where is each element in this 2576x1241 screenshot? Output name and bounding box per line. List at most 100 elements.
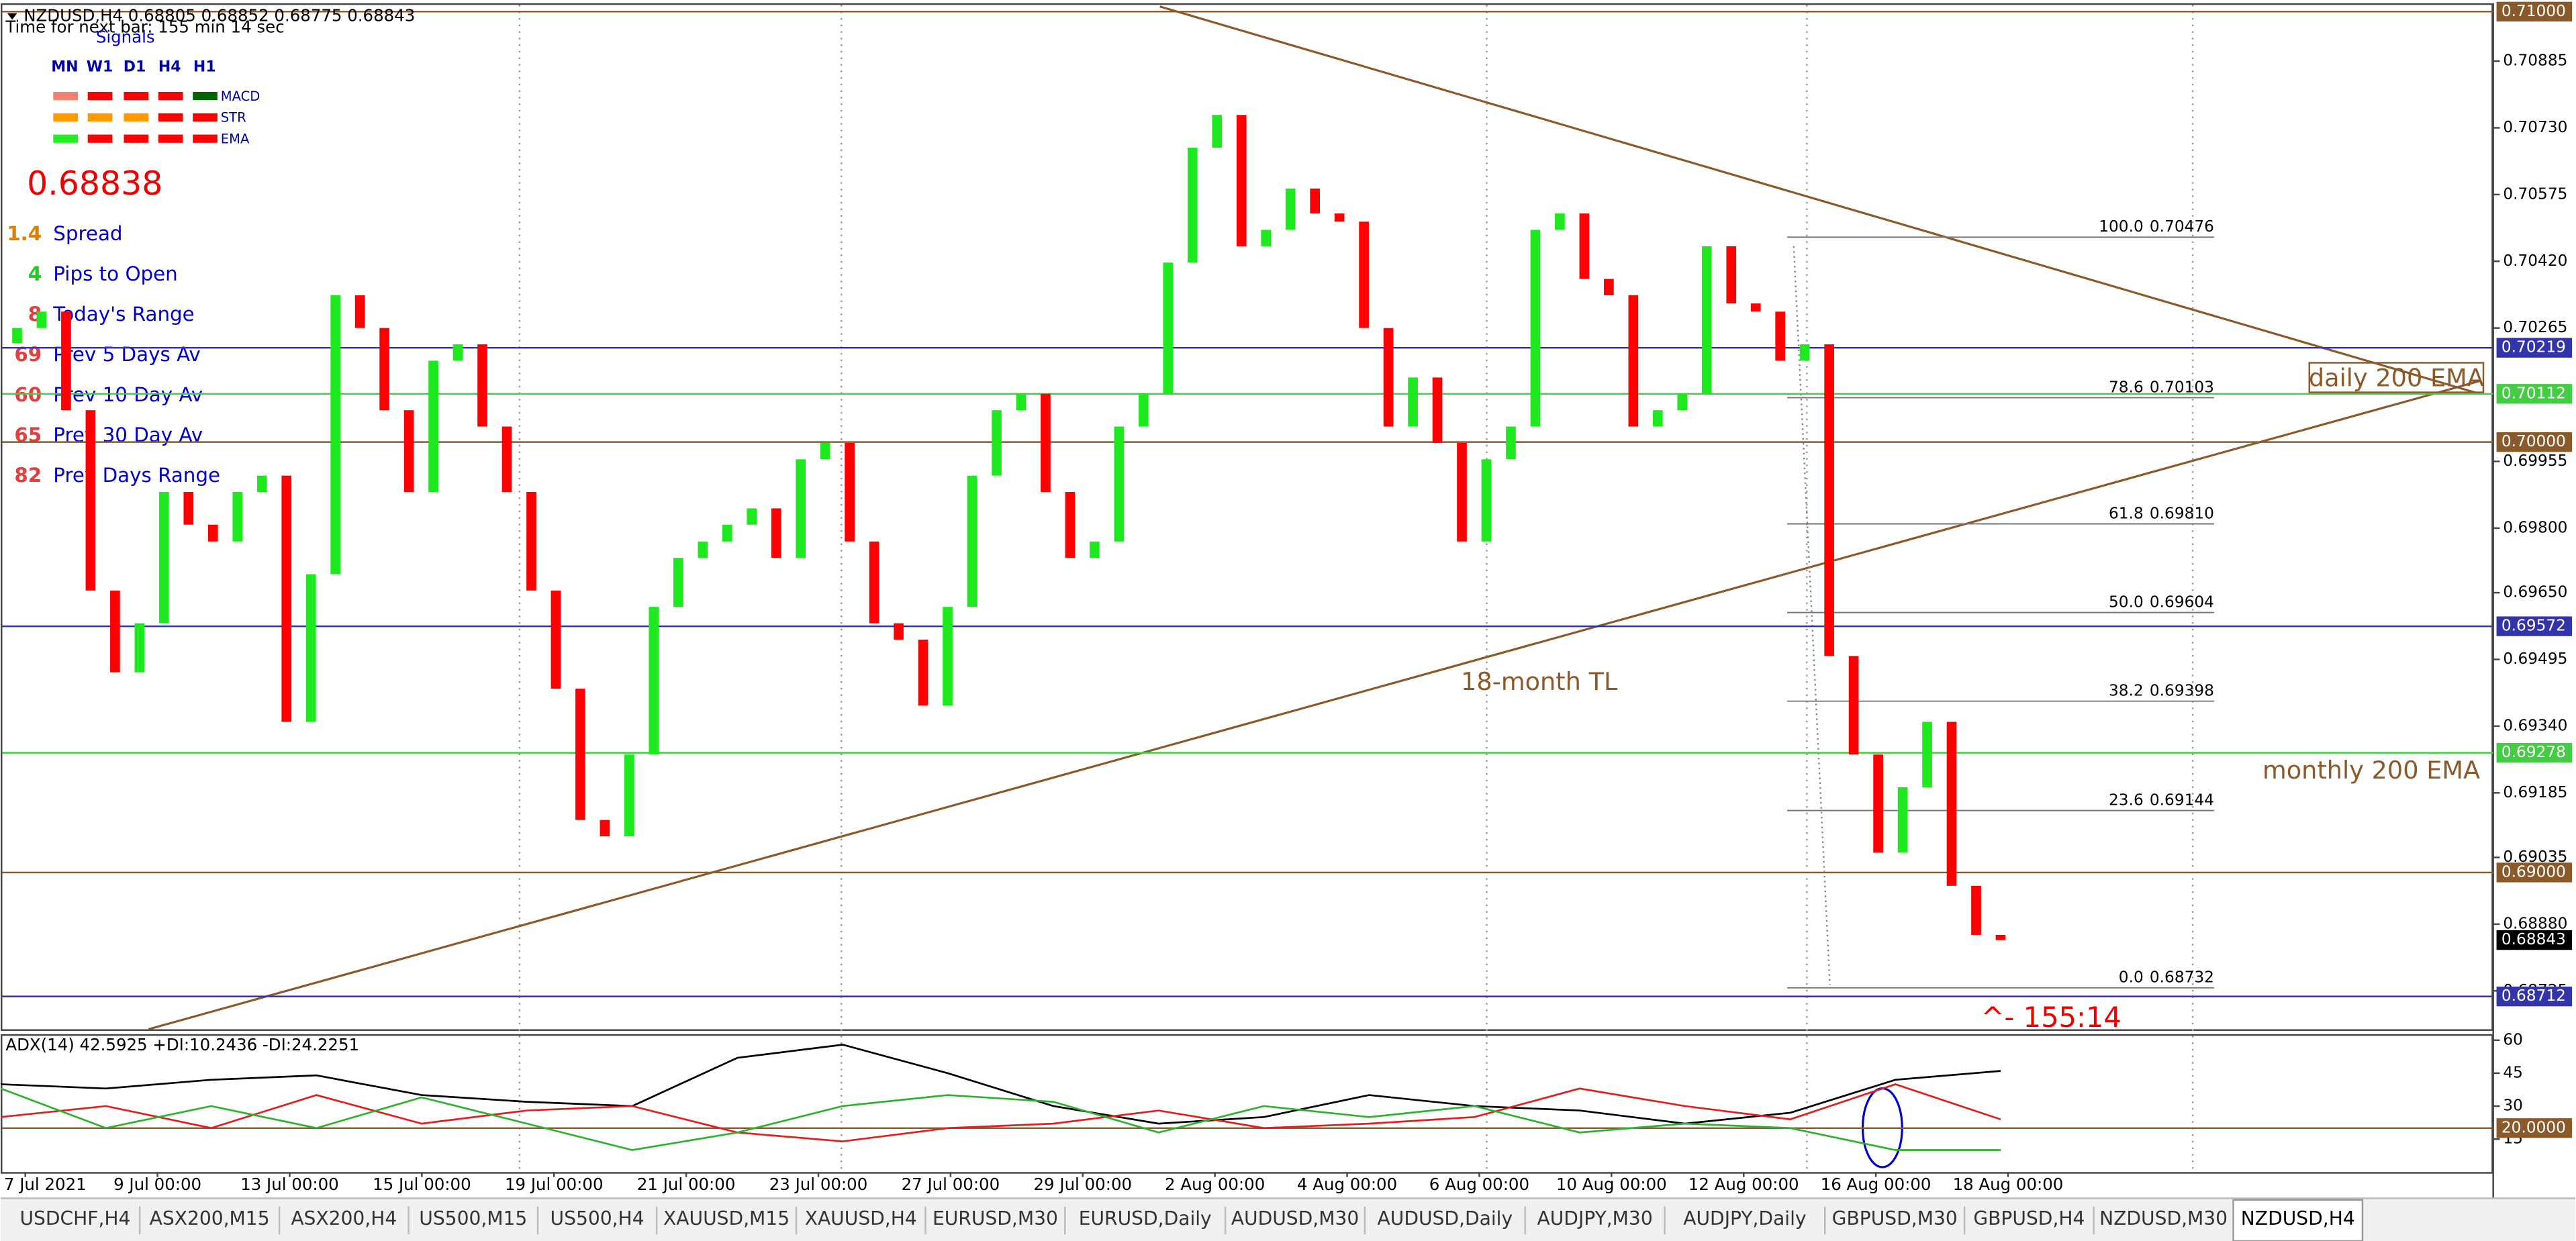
candle-body (1138, 393, 1149, 427)
x-tick-label: 19 Jul 00:00 (505, 1175, 604, 1194)
adx-label: ADX(14) 42.5925 +DI:10.2436 -DI:24.2251 (5, 1035, 359, 1054)
candle-body (452, 344, 463, 361)
level-tag-label: 0.71000 (2501, 2, 2566, 20)
candle-body (722, 524, 732, 542)
candle-body (796, 459, 806, 558)
tab[interactable]: XAUUSD,M15 (663, 1207, 790, 1230)
candle-body (1555, 213, 1565, 230)
stat-label: Spread (53, 222, 122, 245)
indicator-label: EMA (221, 131, 250, 146)
tab[interactable]: EURUSD,Daily (1079, 1207, 1212, 1230)
candle-body (1799, 344, 1810, 361)
candle-body (698, 541, 708, 558)
candle-body (1359, 221, 1369, 328)
signal-cell (158, 134, 183, 143)
adx-level-tag (2496, 1118, 2573, 1138)
y-tick-label: 0.70575 (2503, 185, 2567, 203)
candle-body (305, 574, 316, 722)
candle-body (600, 820, 610, 837)
candle-body (1310, 188, 1320, 214)
fib-price: 0.69810 (2150, 504, 2214, 522)
candle-body (477, 344, 487, 427)
candle-body (869, 541, 879, 624)
timeframe-label: D1 (124, 58, 146, 75)
candle-body (1897, 787, 1908, 853)
candle-body (158, 492, 169, 624)
tab[interactable]: EURUSD,M30 (933, 1207, 1058, 1230)
stat-value: 1.4 (7, 222, 42, 245)
separators (518, 5, 2194, 1173)
candle-body (1677, 393, 1688, 411)
tab[interactable]: US500,M15 (419, 1207, 527, 1230)
fib-level: 0.0 (2119, 969, 2144, 987)
signal-cell (124, 113, 149, 121)
tab[interactable]: AUDUSD,M30 (1231, 1207, 1359, 1230)
signal-cell (53, 91, 78, 101)
fib-level: 78.6 (2109, 378, 2144, 396)
signal-cell (193, 91, 218, 101)
stat-label: Pips to Open (53, 262, 178, 285)
candle-body (1506, 426, 1516, 460)
y-tick-label: 0.69185 (2503, 783, 2567, 801)
fib-price: 0.70103 (2150, 378, 2214, 396)
signal-grid (53, 91, 218, 143)
level-tag (2496, 432, 2573, 452)
tab[interactable]: ASX200,M15 (150, 1207, 270, 1230)
tab[interactable]: AUDUSD,Daily (1378, 1207, 1513, 1230)
tab[interactable]: XAUUSD,H4 (805, 1207, 917, 1230)
fib-level: 38.2 (2109, 682, 2144, 700)
signal-cell (124, 134, 149, 143)
x-tick-label: 21 Jul 00:00 (637, 1175, 736, 1194)
tab[interactable]: AUDJPY,M30 (1537, 1207, 1653, 1230)
level-tag (2496, 384, 2573, 404)
candle-body (354, 295, 365, 328)
collapse-icon (7, 13, 17, 20)
tab[interactable]: GBPUSD,M30 (1832, 1207, 1958, 1230)
candle-body (771, 508, 781, 558)
candle-body (1579, 213, 1590, 279)
indicator-label: MACD (221, 89, 260, 104)
y-tick-label: 0.69800 (2503, 518, 2567, 536)
tab[interactable]: NZDUSD,H4 (2241, 1207, 2355, 1230)
level-tag (2496, 930, 2573, 950)
candle-body (428, 360, 438, 493)
tab[interactable]: USDCHF,H4 (19, 1207, 130, 1230)
y-tick-label: 0.70265 (2503, 318, 2567, 336)
candle-body (1334, 213, 1345, 222)
signal-cell (87, 91, 113, 101)
signal-cell (53, 113, 78, 121)
tab[interactable]: AUDJPY,Daily (1683, 1207, 1806, 1230)
candle-body (256, 475, 267, 493)
candle-body (1628, 295, 1639, 427)
bar-timer: Time for next bar: 155 min 14 sec (5, 17, 284, 37)
candle-body (1212, 115, 1223, 148)
signal-cell (124, 91, 149, 101)
adx-line (0, 1044, 2001, 1125)
tab[interactable]: NZDUSD,M30 (2099, 1207, 2228, 1230)
fib-diagonal (1793, 246, 1831, 985)
daily-ema-box (2308, 362, 2485, 393)
fib-price: 0.69144 (2150, 791, 2214, 809)
y-tick-label: 0.69495 (2503, 650, 2567, 668)
candle-body (1041, 393, 1051, 493)
level-tag (2496, 862, 2573, 883)
tab[interactable]: US500,H4 (551, 1207, 645, 1230)
signal-cell (158, 91, 183, 101)
tab[interactable]: GBPUSD,H4 (1973, 1207, 2085, 1230)
x-tick-label: 13 Jul 00:00 (240, 1175, 339, 1194)
stat-value: 4 (28, 262, 42, 285)
tab[interactable]: ASX200,H4 (291, 1207, 397, 1230)
stat-value: 82 (14, 464, 42, 487)
candle-body (1922, 722, 1932, 787)
candle-body (1995, 934, 2006, 940)
x-tick-label: 18 Aug 00:00 (1953, 1175, 2064, 1194)
candle-body (281, 475, 292, 722)
candle-body (403, 410, 414, 493)
candle-body (1187, 147, 1198, 263)
candle-body (85, 410, 96, 591)
x-tick-label: 23 Jul 00:00 (769, 1175, 868, 1194)
candle-body (1824, 344, 1834, 656)
signal-cell (193, 134, 218, 143)
candle-body (1408, 377, 1418, 427)
